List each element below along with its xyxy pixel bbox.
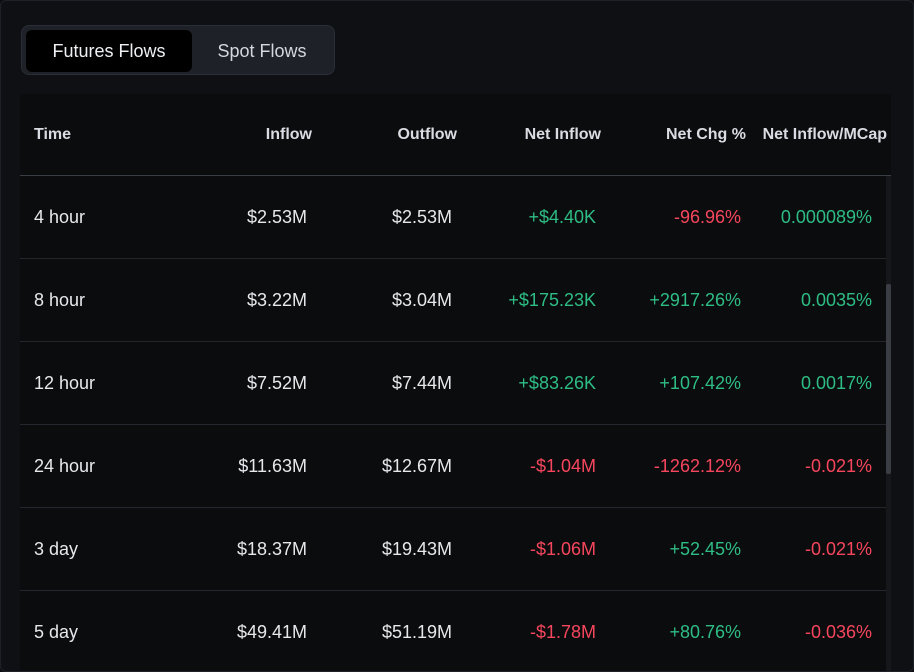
- cell-inflow: $3.22M: [246, 290, 307, 310]
- cell-time: 12 hour: [34, 373, 96, 393]
- cell-time: 8 hour: [34, 290, 86, 310]
- flows-table: Time Inflow Outflow Net Inflow Net Chg %…: [20, 94, 891, 671]
- cell-net-inflow: -$1.78M: [529, 622, 596, 642]
- cell-outflow: $19.43M: [381, 539, 452, 559]
- cell-net-inflow: +$175.23K: [508, 290, 596, 310]
- cell-net-inflow: +$4.40K: [528, 207, 596, 227]
- cell-net-inflow-mcap: -0.036%: [804, 622, 872, 642]
- cell-inflow: $49.41M: [236, 622, 307, 642]
- table-row[interactable]: 8 hour $3.22M $3.04M +$175.23K +2917.26% 0.00…: [20, 259, 886, 342]
- table-row[interactable]: 3 day $18.37M $19.43M -$1.06M +52.45% -0.021%: [20, 508, 886, 591]
- cell-inflow: $7.52M: [246, 373, 307, 393]
- header-time[interactable]: Time: [34, 126, 72, 143]
- cell-net-inflow-mcap: 0.0035%: [800, 290, 872, 310]
- cell-time: 5 day: [34, 622, 79, 642]
- cell-net-chg: -96.96%: [673, 207, 741, 227]
- scrollbar-thumb[interactable]: [886, 284, 891, 474]
- tab-futures-flows[interactable]: Futures Flows: [26, 30, 192, 72]
- cell-net-chg: +52.45%: [669, 539, 741, 559]
- header-net-inflow[interactable]: Net Inflow: [524, 126, 601, 143]
- cell-outflow: $12.67M: [381, 456, 452, 476]
- table-row[interactable]: 4 hour $2.53M $2.53M +$4.40K -96.96% 0.000089…: [20, 176, 886, 259]
- cell-net-inflow-mcap: -0.021%: [804, 539, 872, 559]
- cell-inflow: $11.63M: [238, 456, 307, 476]
- cell-net-inflow-mcap: 0.000089%: [780, 207, 872, 227]
- header-net-chg[interactable]: Net Chg %: [666, 126, 746, 143]
- vertical-scrollbar[interactable]: [886, 176, 891, 671]
- header-outflow[interactable]: Outflow: [397, 126, 457, 143]
- tab-spot-flows[interactable]: Spot Flows: [217, 41, 307, 61]
- cell-net-chg: +80.76%: [669, 622, 741, 642]
- cell-inflow: $18.37M: [236, 539, 307, 559]
- cell-net-chg: +107.42%: [659, 373, 741, 393]
- cell-net-inflow: -$1.04M: [529, 456, 596, 476]
- table-row[interactable]: 5 day $49.41M $51.19M -$1.78M +80.76% -0.036%: [20, 591, 886, 671]
- cell-outflow: $7.44M: [391, 373, 452, 393]
- flow-type-tabs: Futures Flows Spot Flows: [21, 25, 335, 75]
- cell-net-inflow: -$1.06M: [529, 539, 596, 559]
- cell-outflow: $2.53M: [391, 207, 452, 227]
- cell-outflow: $51.19M: [381, 622, 452, 642]
- cell-inflow: $2.53M: [246, 207, 307, 227]
- header-inflow[interactable]: Inflow: [265, 126, 312, 143]
- cell-net-inflow-mcap: -0.021%: [804, 456, 872, 476]
- cell-time: 3 day: [34, 539, 79, 559]
- header-net-inflow-mcap[interactable]: Net Inflow/MCap: [762, 126, 887, 143]
- table-row[interactable]: 12 hour $7.52M $7.44M +$83.26K +107.42% 0.001…: [20, 342, 886, 425]
- table-row[interactable]: 24 hour $11.63M $12.67M -$1.04M -1262.12% -0.…: [20, 425, 886, 508]
- cell-time: 24 hour: [34, 456, 96, 476]
- cell-time: 4 hour: [34, 207, 86, 227]
- cell-outflow: $3.04M: [391, 290, 452, 310]
- cell-net-inflow-mcap: 0.0017%: [800, 373, 872, 393]
- table-header: Time Inflow Outflow Net Inflow Net Chg %…: [20, 94, 891, 176]
- cell-net-chg: +2917.26%: [649, 290, 741, 310]
- cell-net-chg: -1262.12%: [653, 456, 741, 476]
- cell-net-inflow: +$83.26K: [518, 373, 596, 393]
